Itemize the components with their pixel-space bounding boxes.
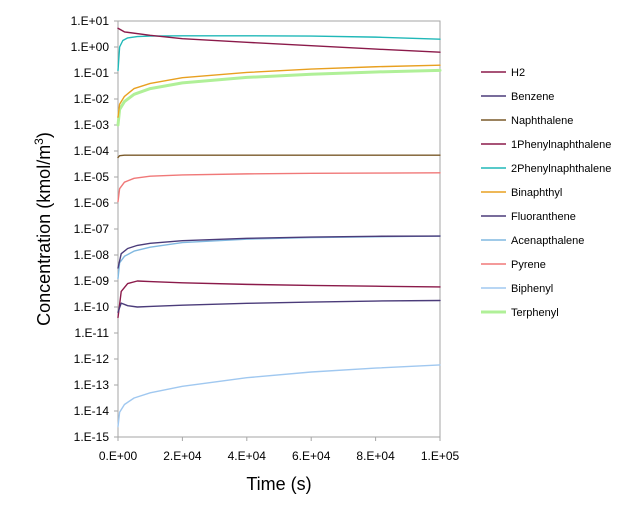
x-axis-ticks: 0.E+00 2.E+04 4.E+04 6.E+04 8.E+04 1.E+05 <box>99 437 460 463</box>
series-line-h2 <box>117 27 441 53</box>
y-axis-title-superscript: 3 <box>32 138 46 145</box>
legend-label-pyrene: Pyrene <box>511 259 546 271</box>
legend-label-acenapthalene: Acenapthalene <box>511 235 584 247</box>
series-line-pyrene <box>117 172 441 203</box>
y-tick-label: 1.E-08 <box>74 248 110 262</box>
y-tick-label: 1.E-04 <box>74 144 110 158</box>
y-axis-title-end: ) <box>34 132 54 138</box>
y-tick-label: 1.E-09 <box>74 274 110 288</box>
series-line-binaphthyl <box>117 64 441 118</box>
y-tick-label: 1.E+00 <box>71 40 110 54</box>
legend-label-naphthalene: Naphthalene <box>511 115 573 127</box>
series-line-fluoranthene <box>117 235 441 269</box>
series-lines <box>116 27 442 428</box>
y-tick-label: 1.E-12 <box>74 352 110 366</box>
y-tick-label: 1.E-02 <box>74 92 110 106</box>
x-tick-label: 2.E+04 <box>163 449 202 463</box>
legend-label-biphenyl: Biphenyl <box>511 283 553 295</box>
y-tick-label: 1.E-03 <box>74 118 110 132</box>
x-tick-label: 8.E+04 <box>356 449 395 463</box>
y-tick-label: 1.E-10 <box>74 300 110 314</box>
y-tick-label: 1.E-14 <box>74 404 110 418</box>
series-line-2phenylnaphthalene <box>117 35 441 72</box>
series-line-naphthalene <box>117 154 441 159</box>
x-tick-label: 4.E+04 <box>228 449 267 463</box>
series-line-1phenylnaphthalene <box>117 280 441 319</box>
legend-label-2phenylnaphthalene: 2Phenylnaphthalene <box>511 163 611 175</box>
y-tick-label: 1.E-15 <box>74 430 110 444</box>
legend-label-terphenyl: Terphenyl <box>511 307 559 319</box>
y-axis-ticks: 1.E+01 1.E+00 1.E-01 1.E-02 1.E-03 1.E-04 1.E-… <box>71 14 118 444</box>
x-tick-label: 1.E+05 <box>421 449 460 463</box>
y-tick-label: 1.E-01 <box>74 66 110 80</box>
series-line-benzene <box>117 299 441 313</box>
legend-label-benzene: Benzene <box>511 91 554 103</box>
legend-label-binaphthyl: Binaphthyl <box>511 187 562 199</box>
legend-label-fluoranthene: Fluoranthene <box>511 211 576 223</box>
y-axis-title: Concentration (kmol/m3) <box>32 132 54 326</box>
x-tick-label: 0.E+00 <box>99 449 138 463</box>
y-tick-label: 1.E-11 <box>75 326 110 340</box>
series-line-terphenyl <box>116 68 442 127</box>
x-tick-label: 6.E+04 <box>292 449 331 463</box>
y-tick-label: 1.E-07 <box>74 222 110 236</box>
series-line-biphenyl <box>117 364 441 428</box>
y-tick-label: 1.E-06 <box>74 196 110 210</box>
y-tick-label: 1.E-05 <box>74 170 110 184</box>
y-tick-label: 1.E-13 <box>74 378 110 392</box>
y-tick-label: 1.E+01 <box>71 14 110 28</box>
y-axis-title-main: Concentration (kmol/m <box>34 145 54 326</box>
legend: H2 Benzene Naphthalene 1Phenylnaphthalene 2P… <box>481 67 611 319</box>
x-axis-title: Time (s) <box>246 474 311 494</box>
legend-label-1phenylnaphthalene: 1Phenylnaphthalene <box>511 139 611 151</box>
legend-label-h2: H2 <box>511 67 525 79</box>
